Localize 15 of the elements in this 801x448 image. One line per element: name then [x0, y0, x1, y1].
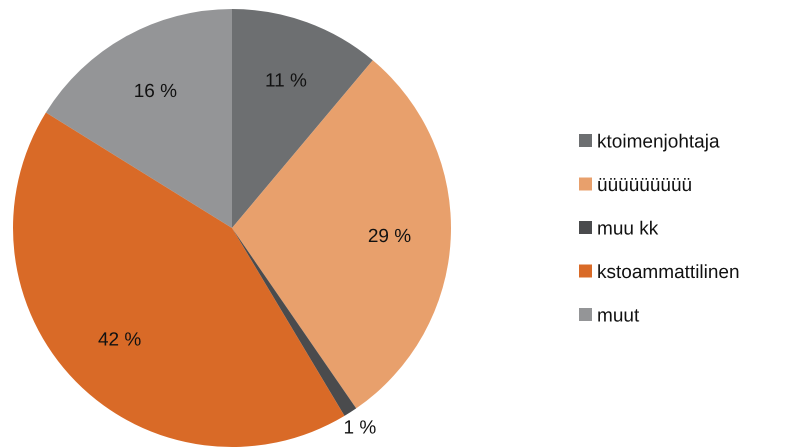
- pie-slice: [232, 9, 373, 228]
- legend-label: muut: [597, 306, 640, 327]
- pie-slice: [232, 60, 451, 408]
- pie-slice: [46, 9, 232, 228]
- legend-label: muu kk: [597, 218, 659, 240]
- data-label: 29 %: [368, 226, 412, 248]
- data-label: 42 %: [98, 329, 142, 350]
- pie-slice: [232, 228, 356, 416]
- data-label: 11 %: [264, 70, 307, 92]
- pie-slice: [13, 112, 344, 447]
- data-label: 16 %: [134, 80, 178, 102]
- legend-label: ktoimenjohtaja: [597, 132, 720, 153]
- legend-label: üüüüüüüüü: [597, 175, 692, 196]
- data-label: 1 %: [343, 418, 376, 439]
- legend-label: kstoammattilinen: [597, 262, 740, 284]
